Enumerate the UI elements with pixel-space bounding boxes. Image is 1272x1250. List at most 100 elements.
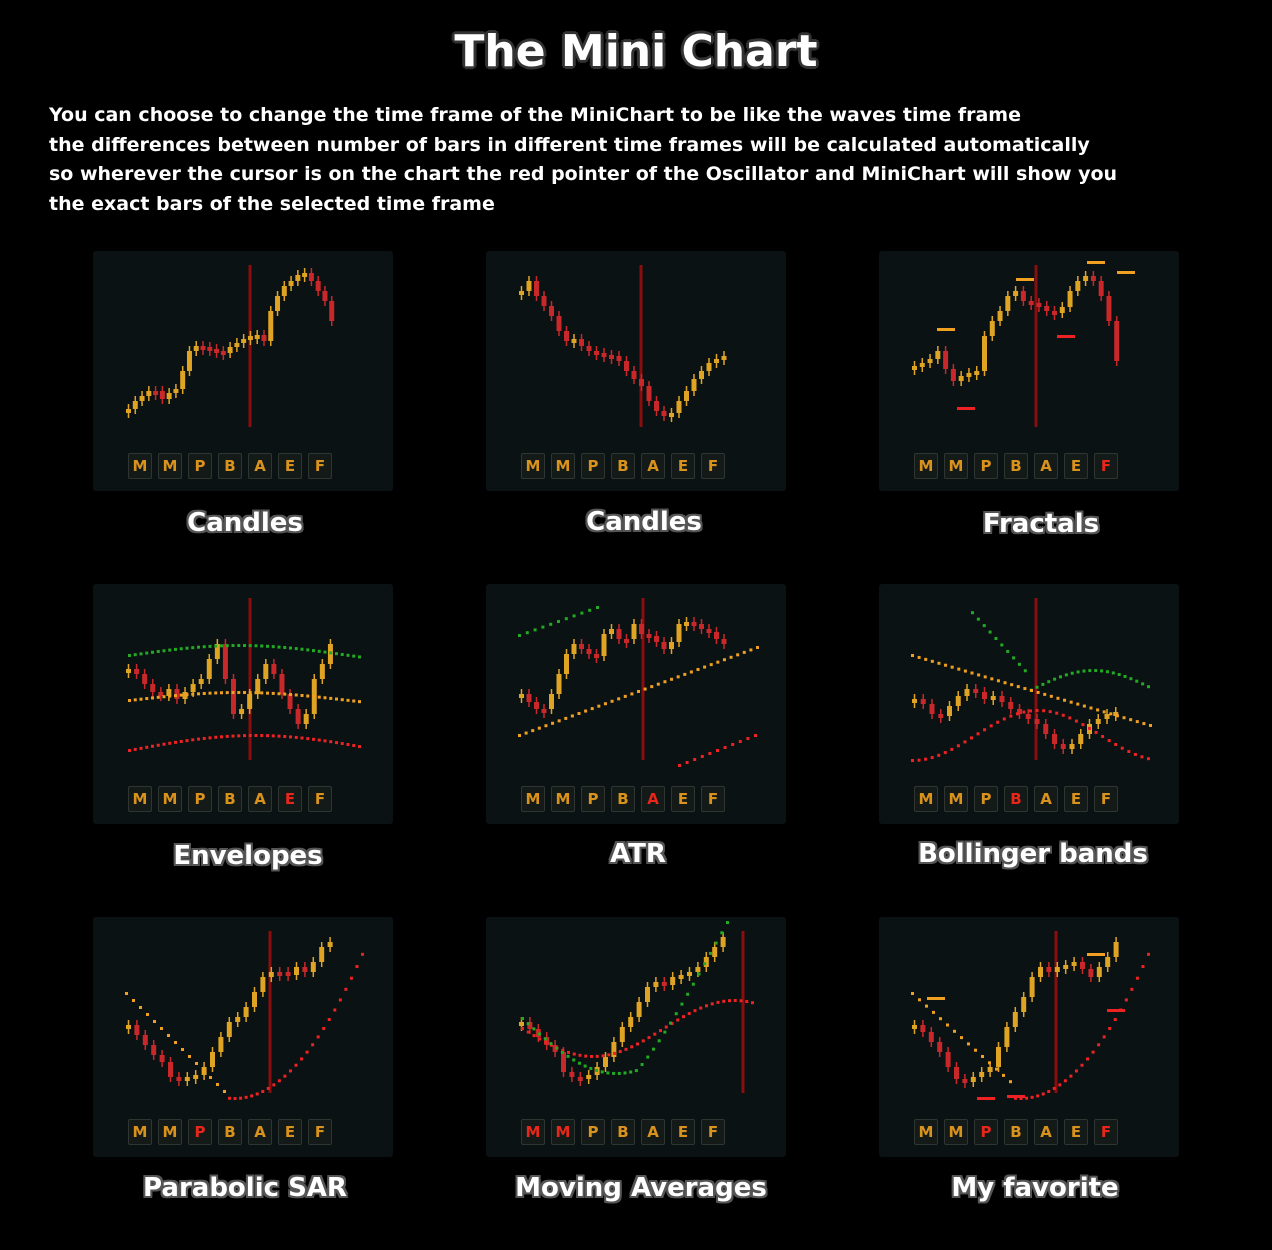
timeframe-button-m[interactable]: M <box>944 786 968 812</box>
timeframe-button-a[interactable]: A <box>248 786 272 812</box>
timeframe-button-p[interactable]: P <box>974 453 998 479</box>
indicator-dot <box>988 630 992 634</box>
timeframe-button-m[interactable]: M <box>158 1119 182 1145</box>
candle-body <box>912 366 917 370</box>
indicator-dot <box>231 644 235 648</box>
indicator-dot <box>1100 669 1104 673</box>
timeframe-button-p[interactable]: P <box>581 786 605 812</box>
timeframe-button-f[interactable]: F <box>1094 1119 1118 1145</box>
timeframe-button-f[interactable]: F <box>308 453 332 479</box>
timeframe-button-a[interactable]: A <box>1034 786 1058 812</box>
timeframe-button-b[interactable]: B <box>218 453 242 479</box>
timeframe-button-p[interactable]: P <box>188 1119 212 1145</box>
timeframe-button-m[interactable]: M <box>914 786 938 812</box>
timeframe-button-m[interactable]: M <box>944 1119 968 1145</box>
timeframe-button-f[interactable]: F <box>308 1119 332 1145</box>
timeframe-button-m[interactable]: M <box>551 1119 575 1145</box>
candle-body <box>260 977 266 992</box>
timeframe-button-e[interactable]: E <box>671 1119 695 1145</box>
indicator-dot <box>1088 726 1091 730</box>
timeframe-button-p[interactable]: P <box>188 786 212 812</box>
candle-body <box>699 624 704 629</box>
timeframe-button-e[interactable]: E <box>278 1119 302 1145</box>
timeframe-button-m[interactable]: M <box>128 786 152 812</box>
timeframe-button-m[interactable]: M <box>551 453 575 479</box>
panel-label: Parabolic SAR <box>143 1173 347 1203</box>
timeframe-button-e[interactable]: E <box>671 786 695 812</box>
timeframe-button-f[interactable]: F <box>1094 786 1118 812</box>
timeframe-button-a[interactable]: A <box>248 453 272 479</box>
timeframe-button-m[interactable]: M <box>521 786 545 812</box>
timeframe-button-b[interactable]: B <box>218 1119 242 1145</box>
timeframe-button-f[interactable]: F <box>1094 453 1118 479</box>
timeframe-button-e[interactable]: E <box>1064 786 1088 812</box>
candle-body <box>950 369 956 381</box>
candle-body <box>594 654 599 658</box>
timeframe-button-m[interactable]: M <box>944 453 968 479</box>
timeframe-button-a[interactable]: A <box>248 1119 272 1145</box>
timeframe-button-p[interactable]: P <box>581 1119 605 1145</box>
indicator-dot <box>659 1029 662 1033</box>
timeframe-button-m[interactable]: M <box>158 453 182 479</box>
timeframe-button-e[interactable]: E <box>278 786 302 812</box>
indicator-dot <box>930 756 934 760</box>
timeframe-button-a[interactable]: A <box>641 786 665 812</box>
candle-body <box>174 689 180 699</box>
candle-body <box>684 391 689 401</box>
timeframe-button-m[interactable]: M <box>128 453 152 479</box>
timeframe-button-b[interactable]: B <box>218 786 242 812</box>
indicator-dot <box>162 649 166 653</box>
timeframe-button-b[interactable]: B <box>1004 453 1028 479</box>
indicator-dot <box>306 648 310 652</box>
timeframe-button-p[interactable]: P <box>974 786 998 812</box>
timeframe-button-b[interactable]: B <box>1004 1119 1028 1145</box>
timeframe-button-f[interactable]: F <box>701 453 725 479</box>
indicator-dot <box>525 631 529 635</box>
timeframe-button-a[interactable]: A <box>641 1119 665 1145</box>
indicator-dot <box>567 1050 570 1054</box>
timeframe-button-f[interactable]: F <box>701 1119 725 1145</box>
timeframe-button-p[interactable]: P <box>188 453 212 479</box>
indicator-dot <box>231 734 235 738</box>
timeframe-button-e[interactable]: E <box>1064 1119 1088 1145</box>
indicator-dot <box>647 1036 651 1040</box>
indicator-dot <box>606 1071 610 1075</box>
timeframe-button-m[interactable]: M <box>914 1119 938 1145</box>
timeframe-button-b[interactable]: B <box>611 453 635 479</box>
timeframe-button-e[interactable]: E <box>278 453 302 479</box>
timeframe-button-m[interactable]: M <box>551 786 575 812</box>
indicator-dot <box>208 644 212 648</box>
indicator-dot <box>653 1032 657 1036</box>
candle-body <box>720 937 726 947</box>
timeframe-button-a[interactable]: A <box>1034 1119 1058 1145</box>
timeframe-button-p[interactable]: P <box>974 1119 998 1145</box>
timeframe-button-b[interactable]: B <box>611 786 635 812</box>
timeframe-button-a[interactable]: A <box>1034 453 1058 479</box>
timeframe-button-m[interactable]: M <box>128 1119 152 1145</box>
timeframe-button-p[interactable]: P <box>581 453 605 479</box>
timeframe-button-b[interactable]: B <box>611 1119 635 1145</box>
timeframe-button-b[interactable]: B <box>1004 786 1028 812</box>
timeframe-button-e[interactable]: E <box>671 453 695 479</box>
timeframe-button-m[interactable]: M <box>158 786 182 812</box>
timeframe-button-m[interactable]: M <box>914 453 938 479</box>
page-title: The Mini Chart <box>454 26 818 77</box>
timeframe-button-m[interactable]: M <box>521 453 545 479</box>
timeframe-button-f[interactable]: F <box>308 786 332 812</box>
candle-body <box>927 359 933 363</box>
timeframe-button-a[interactable]: A <box>641 453 665 479</box>
timeframe-button-f[interactable]: F <box>701 786 725 812</box>
candle-body <box>619 1027 625 1042</box>
indicator-dot <box>584 709 588 713</box>
timeframe-button-e[interactable]: E <box>1064 453 1088 479</box>
timeframe-button-m[interactable]: M <box>521 1119 545 1145</box>
